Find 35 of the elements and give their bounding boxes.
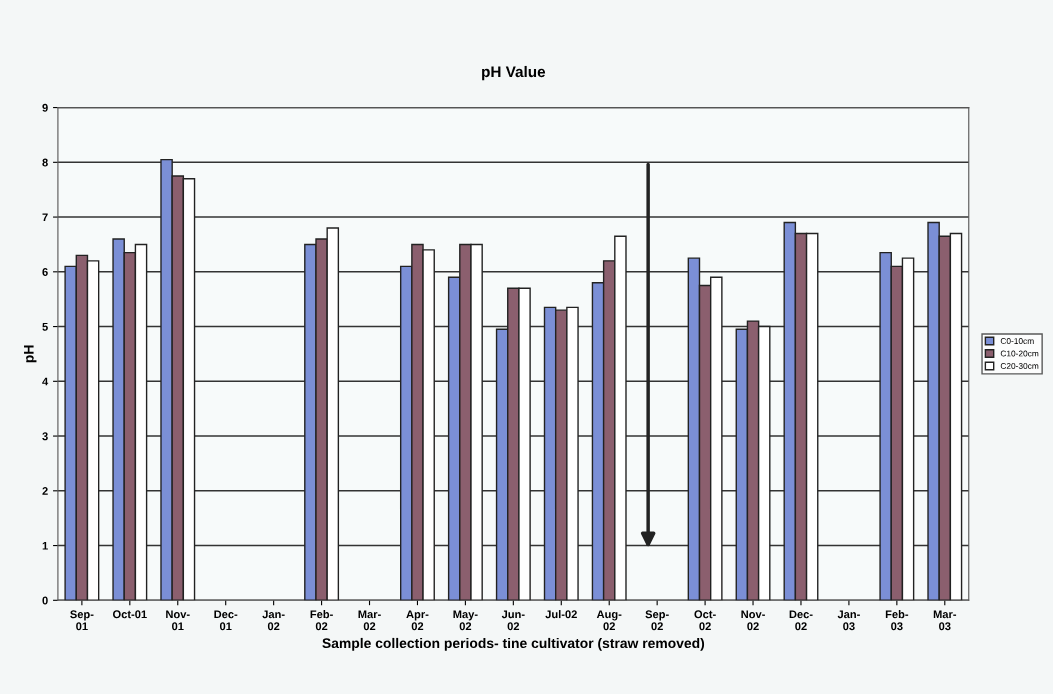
x-tick-label: Jul-02 bbox=[545, 610, 577, 619]
x-tick-label: Nov- 02 bbox=[741, 610, 765, 631]
legend-label: C10-20cm bbox=[1000, 350, 1039, 357]
x-tick-label: Jan- 03 bbox=[837, 610, 860, 631]
x-axis-title: Sample collection periods- tine cultivator (straw removed) bbox=[322, 637, 705, 651]
x-tick-label: Nov- 01 bbox=[166, 610, 190, 631]
y-tick-label: 7 bbox=[42, 213, 48, 222]
y-tick-label: 9 bbox=[42, 103, 48, 112]
y-tick-label: 1 bbox=[42, 541, 48, 550]
y-tick-label: 8 bbox=[42, 158, 48, 167]
chart-title: pH Value bbox=[482, 65, 546, 81]
x-tick-label: Sep- 02 bbox=[645, 610, 669, 631]
legend-label: C20-30cm bbox=[1000, 363, 1039, 369]
x-tick-label: Feb- 03 bbox=[885, 610, 909, 631]
x-tick-label: Oct-01 bbox=[112, 610, 147, 619]
legend-label: C0-10cm bbox=[1000, 338, 1034, 344]
x-tick-label: Jun- 02 bbox=[501, 610, 525, 631]
y-axis-title: pH bbox=[24, 345, 37, 363]
x-tick-label: Feb- 02 bbox=[310, 610, 333, 631]
y-tick-label: 2 bbox=[42, 487, 48, 495]
y-tick-label: 0 bbox=[42, 596, 48, 605]
x-tick-label: Oct- 02 bbox=[694, 610, 716, 631]
y-tick-label: 5 bbox=[42, 322, 48, 331]
x-tick-label: May- 02 bbox=[453, 610, 478, 631]
x-tick-label: Sep- 01 bbox=[70, 610, 94, 631]
x-tick-label: Jan- 02 bbox=[262, 610, 285, 631]
x-tick-label: Mar- 02 bbox=[358, 610, 381, 631]
x-tick-label: Mar- 03 bbox=[933, 610, 957, 631]
x-tick-label: Apr- 02 bbox=[406, 610, 429, 631]
x-tick-label: Dec- 01 bbox=[214, 610, 238, 631]
x-tick-label: Aug- 02 bbox=[596, 610, 622, 631]
y-tick-label: 3 bbox=[42, 432, 48, 441]
y-tick-label: 4 bbox=[42, 377, 49, 386]
y-tick-label: 6 bbox=[42, 268, 48, 276]
x-tick-label: Dec- 02 bbox=[789, 610, 813, 631]
